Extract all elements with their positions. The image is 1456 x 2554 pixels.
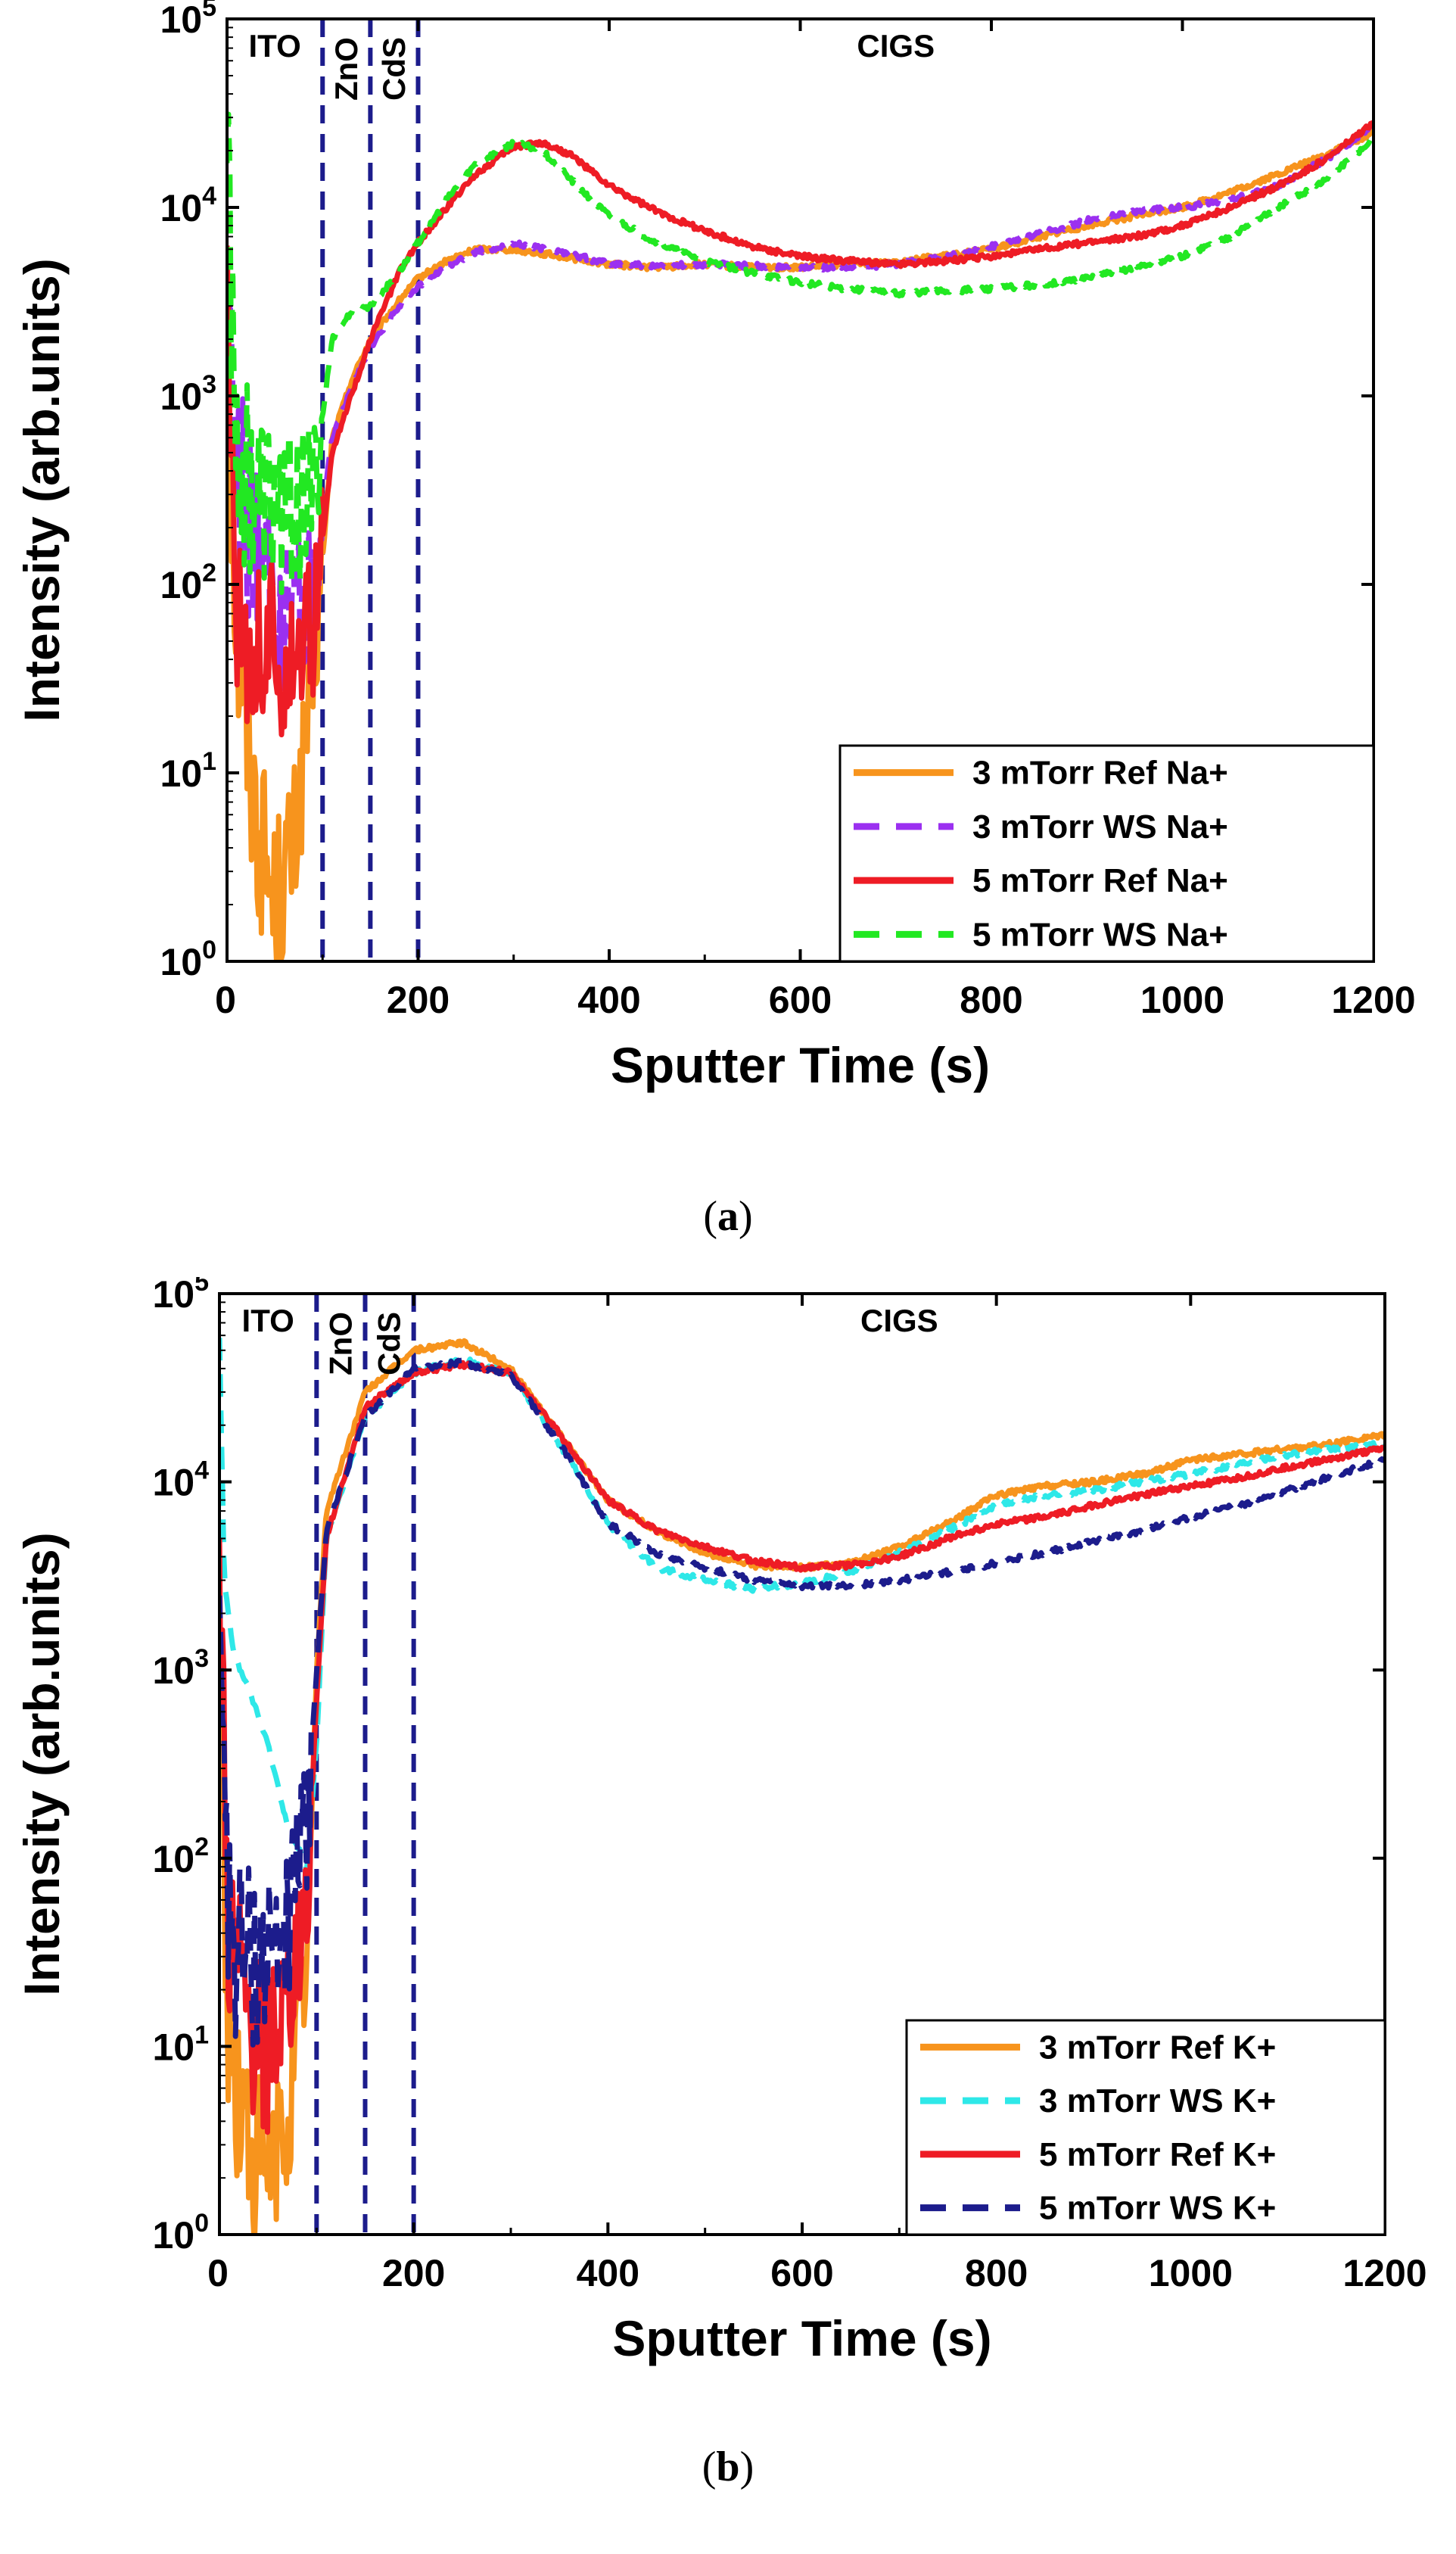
x-tick-label: 800 <box>965 2252 1028 2294</box>
caption-a: (a) <box>703 1193 753 1240</box>
y-tick-label: 105 <box>152 1277 209 1316</box>
region-label-cigs: CIGS <box>860 1303 938 1338</box>
chart-a-svg: 0 200 400 600 800 1000 1200 100 101 102 103 104 105 S… <box>14 0 1416 1093</box>
x-tick-label: 200 <box>382 2252 445 2294</box>
x-tick-label: 1200 <box>1331 979 1415 1021</box>
region-label-ito: ITO <box>249 28 301 64</box>
region-label-cds: CdS <box>372 1312 407 1375</box>
caption-b: (b) <box>702 2443 754 2490</box>
y-tick-label: 104 <box>160 182 216 229</box>
x-tick-label: 1000 <box>1140 979 1224 1021</box>
legend-label-2: 5 mTorr Ref K+ <box>1039 2136 1276 2173</box>
y-tick-label: 105 <box>160 0 216 41</box>
region-label-zno: ZnO <box>322 1312 358 1375</box>
legend-label-3: 5 mTorr WS K+ <box>1039 2190 1276 2227</box>
x-tick-label: 800 <box>960 979 1022 1021</box>
legend-label-0: 3 mTorr Ref K+ <box>1039 2029 1276 2066</box>
chart-panel-a: 0 200 400 600 800 1000 1200 100 101 102 103 104 105 S… <box>14 0 1416 1240</box>
x-tick-label: 1000 <box>1149 2252 1233 2294</box>
legend-label-0: 3 mTorr Ref Na+ <box>972 755 1228 792</box>
region-label-cds: CdS <box>376 37 412 101</box>
y-axis-title: Intensity (arb.units) <box>14 258 70 721</box>
legend-label-1: 3 mTorr WS K+ <box>1039 2082 1276 2120</box>
region-label-cigs: CIGS <box>857 28 935 64</box>
series-line-2 <box>219 1360 1385 2135</box>
series-line-2 <box>227 120 1374 738</box>
legend: 3 mTorr Ref K+ 3 mTorr WS K+ 5 mTorr Ref K… <box>905 2019 1386 2236</box>
x-tick-label: 600 <box>770 2252 833 2294</box>
y-tick-label: 100 <box>160 936 216 983</box>
y-tick-label: 103 <box>160 370 216 418</box>
x-tick-label: 0 <box>215 979 236 1021</box>
y-tick-label: 102 <box>152 1833 209 1880</box>
x-tick-label: 1200 <box>1342 2252 1426 2294</box>
region-label-ito: ITO <box>242 1303 294 1338</box>
legend: 3 mTorr Ref Na+ 3 mTorr WS Na+ 5 mTorr Ref… <box>838 744 1375 963</box>
chart-panel-b: 0 200 400 600 800 1000 1200 100 101 102 103 104 105 S… <box>0 1277 1456 2554</box>
region-label-zno: ZnO <box>328 37 364 101</box>
legend-label-1: 3 mTorr WS Na+ <box>972 808 1228 846</box>
y-tick-label: 104 <box>152 1456 209 1504</box>
y-axis-title: Intensity (arb.units) <box>14 1532 70 1995</box>
caption-a-letter: a <box>717 1193 739 1240</box>
x-axis-title: Sputter Time (s) <box>611 1037 990 1093</box>
x-tick-label: 200 <box>387 979 450 1021</box>
legend-label-3: 5 mTorr WS Na+ <box>972 916 1228 953</box>
x-tick-label: 400 <box>577 2252 639 2294</box>
legend-label-2: 5 mTorr Ref Na+ <box>972 862 1228 899</box>
plot-area <box>227 19 1374 961</box>
chart-b-svg: 0 200 400 600 800 1000 1200 100 101 102 103 104 105 S… <box>14 1277 1427 2366</box>
series-line-3 <box>219 1357 1385 2048</box>
x-tick-label: 0 <box>207 2252 229 2294</box>
legend-box <box>905 2019 1386 2236</box>
y-tick-label: 101 <box>160 747 216 795</box>
series-line-1 <box>219 1338 1385 1870</box>
plot-area <box>219 1294 1385 2235</box>
series-line-1 <box>227 123 1374 691</box>
y-tick-label: 100 <box>152 2209 209 2257</box>
series-line-3 <box>227 111 1374 596</box>
x-tick-label: 600 <box>769 979 832 1021</box>
caption-b-letter: b <box>716 2443 740 2490</box>
x-axis-title: Sputter Time (s) <box>612 2310 991 2366</box>
y-tick-label: 102 <box>160 559 216 606</box>
y-tick-label: 101 <box>152 2020 209 2068</box>
legend-box <box>838 744 1375 963</box>
y-tick-label: 103 <box>152 1644 209 1692</box>
x-tick-label: 400 <box>577 979 640 1021</box>
